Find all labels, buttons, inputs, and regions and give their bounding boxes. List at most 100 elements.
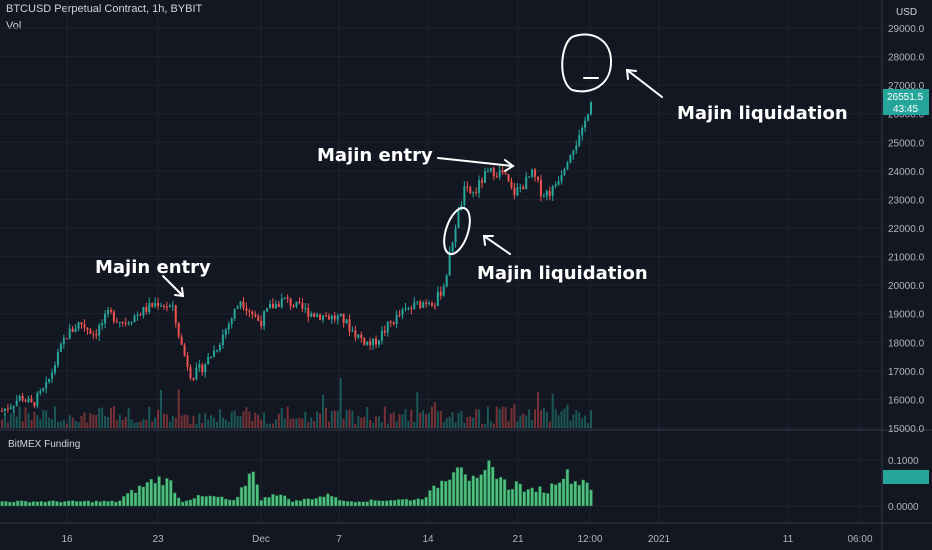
volume-bar [513, 404, 516, 428]
price-tick-label: 18000.0 [888, 338, 925, 349]
time-tick-label: 21 [512, 534, 524, 545]
price-axis[interactable]: 15000.0 16000.0 17000.0 18000.0 19000.0 20000… [888, 24, 925, 435]
candle-body [369, 341, 372, 346]
volume-bar [142, 418, 145, 428]
currency-label: USD [896, 7, 917, 18]
funding-bar [373, 500, 377, 507]
candle-body [6, 408, 9, 410]
funding-tick-label: 0.0000 [888, 502, 919, 513]
funding-bar [188, 499, 193, 507]
volume-bar [572, 414, 575, 428]
volume-bar [372, 422, 375, 428]
candle-body [177, 322, 180, 337]
volume-bar [433, 402, 436, 428]
arrow-head-entry-2 [504, 159, 515, 172]
time-tick-label: 11 [783, 534, 794, 545]
funding-bar [23, 500, 28, 507]
funding-bar [475, 477, 479, 507]
funding-bar [255, 484, 259, 507]
candle-body [348, 319, 351, 332]
funding-bar [306, 498, 311, 507]
funding-axis[interactable]: 0.0000 0.1000 [888, 456, 919, 513]
candle-body [165, 306, 168, 308]
candle-body [510, 181, 513, 188]
candle-body [104, 313, 107, 324]
volume-bar [563, 408, 566, 428]
volume-bar [48, 417, 51, 428]
candle-body [333, 315, 336, 320]
volume-bar [392, 412, 395, 428]
candle-body [307, 307, 310, 317]
funding-bar [208, 495, 212, 507]
last-price-badge: 26551.5 43:45 [883, 89, 929, 115]
annotation-liquidation-2: Majin liquidation [677, 103, 848, 124]
volume-bar [21, 421, 24, 428]
funding-bar [176, 497, 181, 507]
candle-body [251, 311, 254, 315]
chart-title: BTCUSD Perpetual Contract, 1h, BYBIT [6, 3, 203, 15]
funding-bar [318, 496, 322, 507]
volume-bar [56, 421, 59, 428]
funding-bar [487, 460, 491, 507]
candle-body [578, 135, 581, 146]
candle-body [154, 302, 157, 307]
candle-body [475, 192, 478, 194]
funding-bar [200, 495, 205, 507]
funding-bar [471, 475, 475, 507]
volume-bar [528, 409, 531, 428]
funding-bar [388, 499, 393, 507]
volume-bar [330, 411, 333, 428]
time-tick-label: 14 [422, 534, 434, 545]
funding-bar [51, 500, 55, 507]
volume-bar [542, 408, 545, 428]
price-tick-label: 15000.0 [888, 424, 925, 435]
funding-bar [47, 500, 51, 507]
time-axis[interactable]: 16 23 Dec 7 14 21 12:00 2021 11 06:00 [61, 534, 873, 545]
candle-body [451, 242, 454, 252]
volume-bar [348, 409, 351, 428]
volume-bar [395, 421, 398, 428]
candle-body [581, 127, 584, 136]
funding-tick-label: 0.1000 [888, 456, 919, 467]
volume-bar [327, 421, 330, 428]
volume-bar [42, 410, 45, 428]
candle-body [54, 365, 57, 373]
candle-body [33, 402, 36, 406]
candle-body [83, 324, 86, 328]
funding-bar [353, 501, 358, 507]
funding-bar [534, 491, 538, 507]
candle-body [277, 303, 280, 308]
volume-bar [360, 417, 363, 428]
volume-bar [587, 423, 590, 428]
bar-countdown: 43:45 [893, 104, 918, 115]
funding-bar [106, 501, 110, 507]
volume-bar [101, 407, 104, 428]
candle-body [428, 302, 431, 304]
volume-bar [236, 415, 239, 428]
funding-bar [114, 501, 118, 507]
candle-body [118, 322, 121, 324]
funding-bar [216, 496, 220, 507]
volume-bar [495, 406, 498, 428]
candle-body [536, 176, 539, 180]
funding-bar [424, 496, 428, 507]
funding-bar [141, 486, 146, 507]
funding-bar [15, 500, 20, 507]
candle-body [157, 302, 160, 307]
price-tick-label: 22000.0 [888, 224, 925, 235]
candle-body [501, 170, 504, 173]
price-tick-label: 29000.0 [888, 24, 925, 35]
candle-body [313, 313, 316, 317]
candle-body [301, 302, 304, 309]
volume-bar [316, 411, 319, 428]
volume-bar [104, 416, 107, 428]
funding-bar [27, 502, 32, 507]
volume-bar [457, 413, 460, 428]
volume-bar [239, 416, 242, 428]
funding-bar [510, 488, 515, 507]
candle-body [274, 303, 277, 309]
candle-body [289, 298, 292, 307]
funding-bar [239, 487, 244, 507]
volume-bar [162, 413, 165, 428]
